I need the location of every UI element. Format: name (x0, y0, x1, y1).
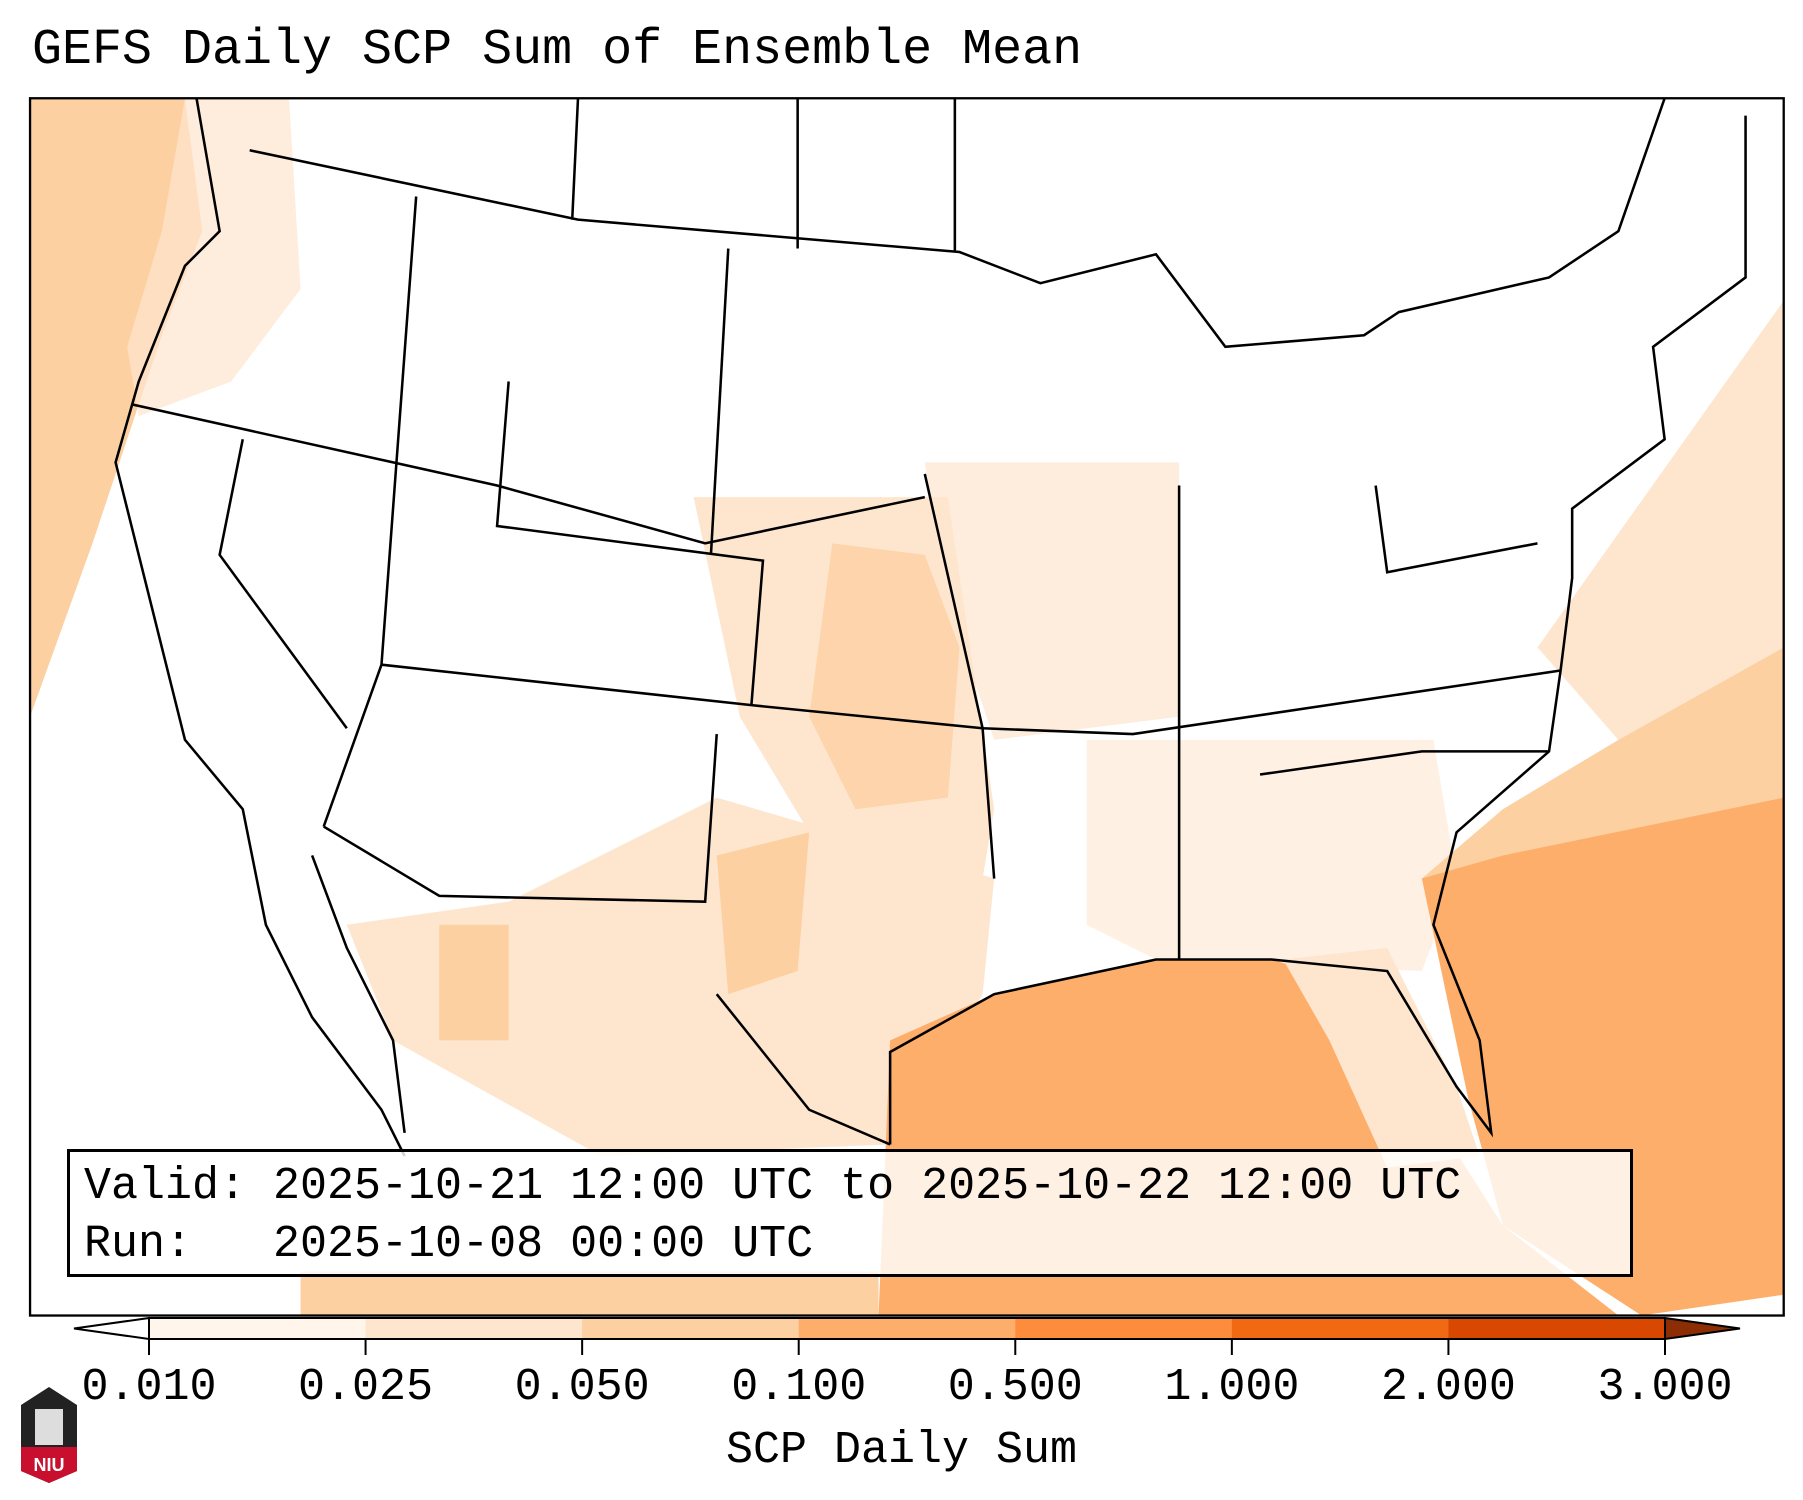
colorbar-frame (148, 1317, 1666, 1340)
colorbar-tick-label: 2.000 (1380, 1362, 1516, 1413)
colorbar (73, 1316, 1741, 1355)
colorbar-tick-label: 0.100 (731, 1362, 867, 1413)
logo-text: NIU (34, 1455, 65, 1475)
colorbar-bin (1231, 1318, 1449, 1339)
colorbar-bin (582, 1318, 800, 1339)
coastlines-borders (114, 97, 1747, 1157)
colorbar-tick-label: 1.000 (1164, 1362, 1300, 1413)
map-frame (28, 97, 1785, 1317)
colorbar-bin (1015, 1318, 1233, 1339)
run-time-text: Run: 2025-10-08 00:00 UTC (84, 1219, 814, 1270)
colorbar-over-extension (1664, 1316, 1741, 1341)
colorbar-tick-label: 0.025 (298, 1362, 434, 1413)
colorbar-label: SCP Daily Sum (725, 1425, 1078, 1476)
colorbar-tick-label: 0.010 (81, 1362, 217, 1413)
scp-shading (30, 98, 1784, 1316)
valid-run-info-box: Valid: 2025-10-21 12:00 UTC to 2025-10-2… (67, 1149, 1633, 1277)
niu-logo: NIU (21, 1387, 77, 1483)
colorbar-under-extension (73, 1316, 150, 1341)
colorbar-bin (1448, 1318, 1666, 1339)
valid-time-text: Valid: 2025-10-21 12:00 UTC to 2025-10-2… (84, 1161, 1462, 1212)
chart-title: GEFS Daily SCP Sum of Ensemble Mean (32, 22, 1083, 79)
colorbar-tick-label: 0.500 (947, 1362, 1083, 1413)
colorbar-bin (365, 1318, 583, 1339)
colorbar-bin (149, 1318, 367, 1339)
colorbar-tick-label: 0.050 (514, 1362, 650, 1413)
colorbar-tick-label: 3.000 (1597, 1362, 1733, 1413)
colorbar-bin (798, 1318, 1016, 1339)
